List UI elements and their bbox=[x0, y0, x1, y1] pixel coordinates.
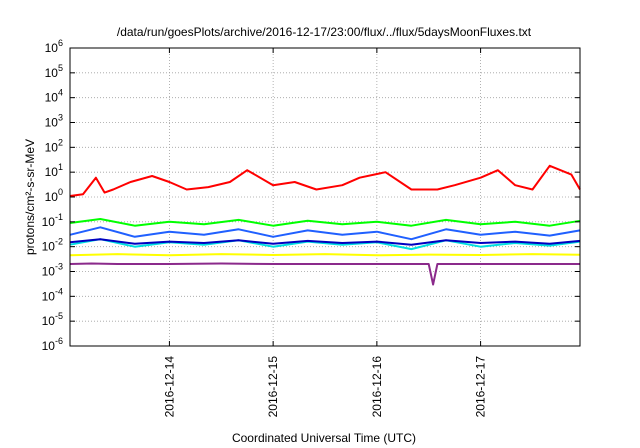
y-tick-label: 10-4 bbox=[42, 286, 63, 303]
series-line-4 bbox=[69, 226, 581, 241]
series-line-2 bbox=[69, 218, 581, 227]
series-layer bbox=[69, 164, 581, 286]
y-tick-label: 10-2 bbox=[42, 237, 63, 254]
x-tick-label: 2016-12-16 bbox=[370, 356, 384, 418]
grid bbox=[70, 48, 580, 346]
y-tick-label: 106 bbox=[45, 38, 63, 55]
y-tick-label: 10-6 bbox=[42, 336, 63, 353]
y-tick-label: 10-3 bbox=[42, 262, 63, 279]
y-tick-label: 10-1 bbox=[42, 212, 63, 229]
y-tick-label: 103 bbox=[45, 113, 63, 130]
y-tick-label: 104 bbox=[45, 88, 63, 105]
y-tick-label: 100 bbox=[45, 187, 63, 204]
x-tick-label: 2016-12-15 bbox=[266, 356, 280, 418]
series-line-6 bbox=[69, 253, 581, 257]
x-tick-label: 2016-12-14 bbox=[162, 356, 176, 418]
y-tick-label: 101 bbox=[45, 162, 63, 179]
y-tick-label: 105 bbox=[45, 63, 63, 80]
series-line-3 bbox=[69, 238, 581, 251]
series-line-5 bbox=[69, 238, 581, 246]
series-line-7 bbox=[69, 262, 580, 286]
y-axis-ticks: 10-6 10-5 10-4 10-3 10-2 10-1 100 101 102 103 104 1… bbox=[42, 38, 580, 353]
series-line-1 bbox=[69, 164, 581, 197]
y-tick-label: 10-5 bbox=[42, 311, 63, 328]
x-axis-label: Coordinated Universal Time (UTC) bbox=[232, 431, 416, 445]
y-axis-label: protons/cm²-s-sr-MeV bbox=[23, 139, 37, 255]
chart-title: /data/run/goesPlots/archive/2016-12-17/2… bbox=[117, 25, 532, 39]
x-tick-label: 2016-12-17 bbox=[474, 356, 488, 418]
x-axis-ticks: 2016-12-14 2016-12-15 2016-12-16 2016-12-17 bbox=[162, 48, 488, 418]
y-tick-label: 102 bbox=[45, 137, 63, 154]
